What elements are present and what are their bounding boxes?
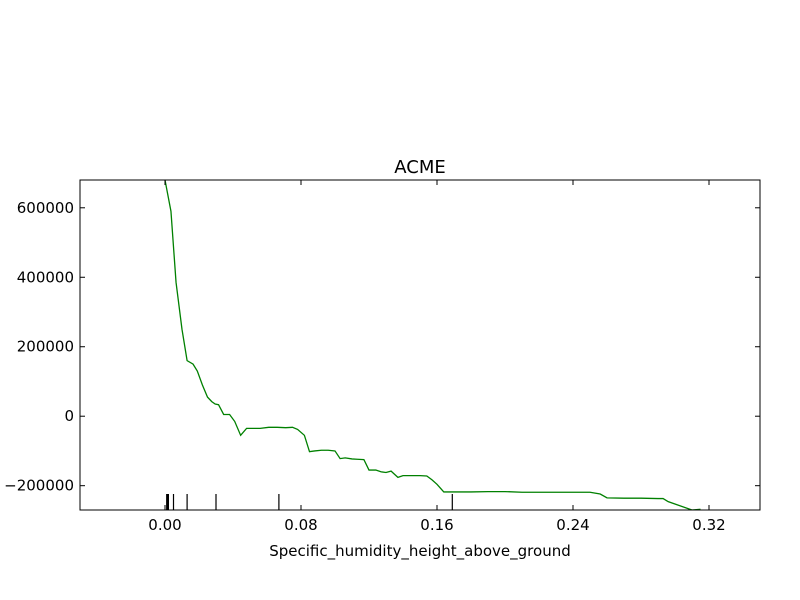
chart-title: ACME bbox=[394, 157, 445, 178]
axes-frame bbox=[79, 179, 761, 511]
x-tick-label: 0.16 bbox=[420, 516, 453, 534]
x-tick-label: 0.08 bbox=[284, 516, 317, 534]
x-tick-label: 0.24 bbox=[556, 516, 589, 534]
series-line-0 bbox=[164, 180, 701, 510]
y-tick-label: 600000 bbox=[17, 199, 74, 217]
x-axis-label: Specific_humidity_height_above_ground bbox=[269, 542, 571, 561]
y-tick-label: 400000 bbox=[17, 268, 74, 286]
x-tick-label: 0.00 bbox=[148, 516, 181, 534]
y-tick-label: 200000 bbox=[17, 338, 74, 356]
plot-area bbox=[164, 180, 701, 510]
x-tick-label: 0.32 bbox=[692, 516, 725, 534]
y-tick-label: 0 bbox=[64, 407, 74, 425]
axis-ticks: 0.00 0.08 0.16 0.24 0.32 −200000 0 200000 400000… bbox=[4, 180, 760, 534]
y-tick-label: −200000 bbox=[4, 477, 74, 495]
